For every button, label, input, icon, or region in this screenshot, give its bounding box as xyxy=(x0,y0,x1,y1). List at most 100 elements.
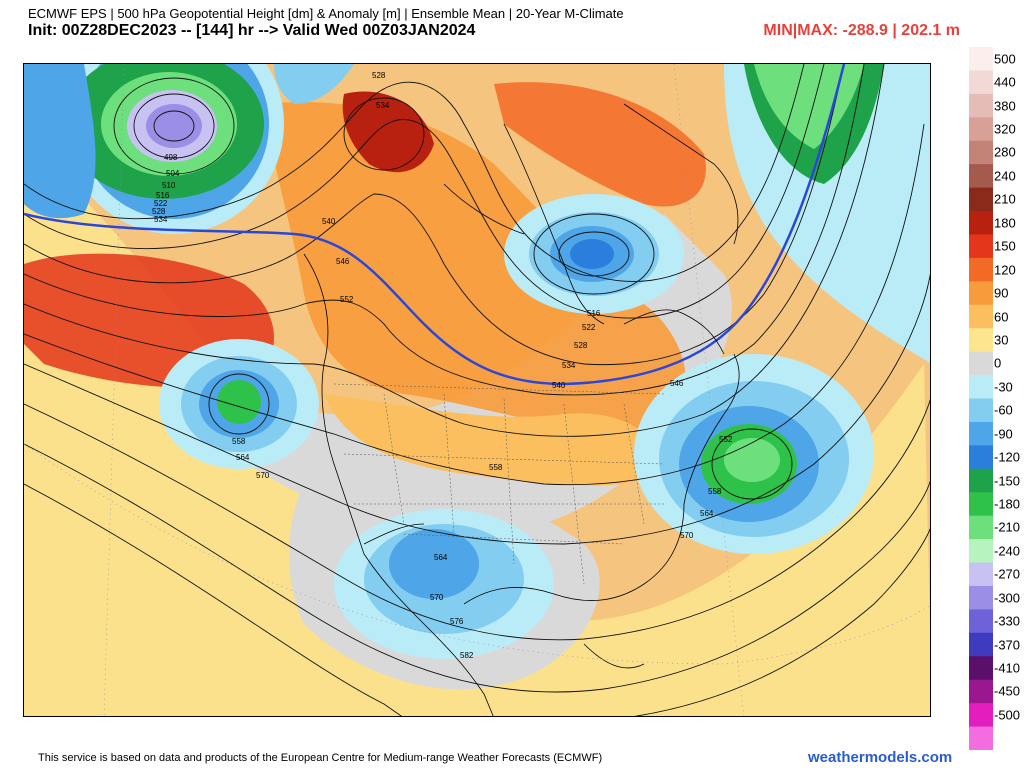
contour-label: 552 xyxy=(719,435,733,444)
colorbar-swatch xyxy=(969,585,993,610)
coastlines xyxy=(303,103,740,716)
colorbar-tick-label: -150 xyxy=(994,473,1021,488)
colorbar-swatch xyxy=(969,304,993,329)
contour-label: 516 xyxy=(156,191,170,200)
colorbar-swatch xyxy=(969,257,993,282)
contour-label: 558 xyxy=(232,437,246,446)
colorbar-swatch xyxy=(969,234,993,259)
contour-label: 510 xyxy=(162,181,176,190)
colorbar-tick-label: 440 xyxy=(994,74,1016,90)
colorbar-swatch xyxy=(969,70,993,95)
political-borders xyxy=(333,383,665,585)
contour-label: 522 xyxy=(154,199,168,208)
positive-anomaly-greenland xyxy=(494,82,706,207)
colorbar-tick-label: 180 xyxy=(994,215,1016,231)
contour-label: 576 xyxy=(450,617,464,626)
colorbar-swatch xyxy=(969,656,993,681)
colorbar-swatch xyxy=(969,281,993,306)
colorbar-swatch xyxy=(969,211,993,235)
colorbar-tick-label: -270 xyxy=(994,566,1021,582)
colorbar-tick-label: -370 xyxy=(994,637,1021,652)
colorbar-tick-label: -90 xyxy=(994,426,1013,442)
colorbar-tick-label: 0 xyxy=(994,355,1002,371)
contour-label: 552 xyxy=(340,295,354,304)
contour-label: 546 xyxy=(670,379,684,388)
colorbar-tick-label: -30 xyxy=(994,379,1013,395)
ecmwf-credit: This service is based on data and produc… xyxy=(38,752,603,764)
contour-label: 534 xyxy=(154,215,168,224)
colorbar-swatch xyxy=(969,398,993,423)
map-subtitle: Init: 00Z28DEC2023 -- [144] hr --> Valid… xyxy=(28,22,476,39)
map-canvas: 528 534 498 504 510 516 522 528 534 540 … xyxy=(24,64,930,716)
contour-label: 570 xyxy=(680,531,694,540)
colorbar-tick-label: -120 xyxy=(994,449,1021,465)
contour-label: 504 xyxy=(166,169,180,178)
colorbar-tick-label: -240 xyxy=(994,543,1021,559)
contour-label: 570 xyxy=(256,471,270,480)
colorbar-swatch xyxy=(969,117,993,142)
height-contours xyxy=(24,64,930,716)
map-title: ECMWF EPS | 500 hPa Geopotential Height … xyxy=(28,6,624,21)
colorbar-tick-label: -300 xyxy=(994,590,1021,606)
colorbar-tick-label: -330 xyxy=(994,613,1021,629)
contour-label: 516 xyxy=(587,309,601,318)
colorbar-tick-label: -450 xyxy=(994,683,1021,699)
contour-label: 528 xyxy=(152,207,166,216)
min-max-readout: MIN|MAX: -288.9 | 202.1 m xyxy=(763,22,960,39)
colorbar-swatch xyxy=(969,562,993,587)
neutral-band xyxy=(24,144,930,716)
contour-label: 570 xyxy=(430,593,444,602)
graticule xyxy=(24,64,930,716)
anomaly-map: 528 534 498 504 510 516 522 528 534 540 … xyxy=(23,63,931,717)
colorbar-swatch xyxy=(969,726,993,750)
colorbar-tick-label: 120 xyxy=(994,262,1016,278)
colorbar-swatch xyxy=(969,609,993,634)
colorbar-tick-label: -210 xyxy=(994,519,1021,535)
contour-label: 540 xyxy=(552,381,566,390)
contour-label: 534 xyxy=(376,101,390,110)
colorbar-swatch xyxy=(969,93,993,118)
colorbar-swatch xyxy=(969,703,993,728)
positive-anomaly-us xyxy=(324,394,656,486)
colorbar-tick-label: 380 xyxy=(994,98,1016,114)
colorbar-swatch xyxy=(969,375,993,399)
colorbar-swatch xyxy=(969,140,993,165)
colorbar-swatch xyxy=(969,632,993,657)
contour-label: 528 xyxy=(372,71,386,80)
contour-label: 564 xyxy=(434,553,448,562)
contour-540-highlight xyxy=(24,64,846,386)
colorbar-swatch xyxy=(969,515,993,540)
contour-label: 522 xyxy=(582,323,596,332)
colorbar-tick-label: 320 xyxy=(994,121,1016,137)
colorbar-swatch xyxy=(969,47,993,71)
colorbar-swatch xyxy=(969,539,993,564)
contour-label: 558 xyxy=(708,487,722,496)
colorbar-tick-label: 60 xyxy=(994,309,1009,324)
contour-label: 558 xyxy=(489,463,503,472)
colorbar-tick-label: 240 xyxy=(994,168,1016,184)
contour-label: 582 xyxy=(460,651,474,660)
weathermodels-link[interactable]: weathermodels.com xyxy=(808,749,953,766)
colorbar-swatch xyxy=(969,351,993,376)
contour-label: 534 xyxy=(562,361,576,370)
anomaly-colorbar xyxy=(969,47,993,750)
colorbar-swatch xyxy=(969,445,993,470)
colorbar-tick-label: 30 xyxy=(994,332,1009,348)
contour-labels: 528 534 498 504 510 516 522 528 534 540 … xyxy=(152,71,733,660)
colorbar-tick-label: 150 xyxy=(994,238,1016,254)
colorbar-tick-label: -180 xyxy=(994,496,1021,512)
colorbar-swatch xyxy=(969,492,993,517)
contour-label: 528 xyxy=(574,341,588,350)
colorbar-tick-label: 280 xyxy=(994,144,1016,160)
contour-label: 498 xyxy=(164,153,178,162)
colorbar-swatch xyxy=(969,164,993,189)
colorbar-tick-label: 500 xyxy=(994,51,1016,67)
colorbar-tick-label: -500 xyxy=(994,707,1021,723)
colorbar-swatch xyxy=(969,468,993,493)
positive-anomaly-yukon xyxy=(342,91,434,173)
colorbar-tick-label: 210 xyxy=(994,191,1016,207)
contour-label: 564 xyxy=(700,509,714,518)
colorbar-tick-label: -60 xyxy=(994,402,1013,418)
colorbar-swatch xyxy=(969,187,993,212)
colorbar-swatch xyxy=(969,679,993,704)
